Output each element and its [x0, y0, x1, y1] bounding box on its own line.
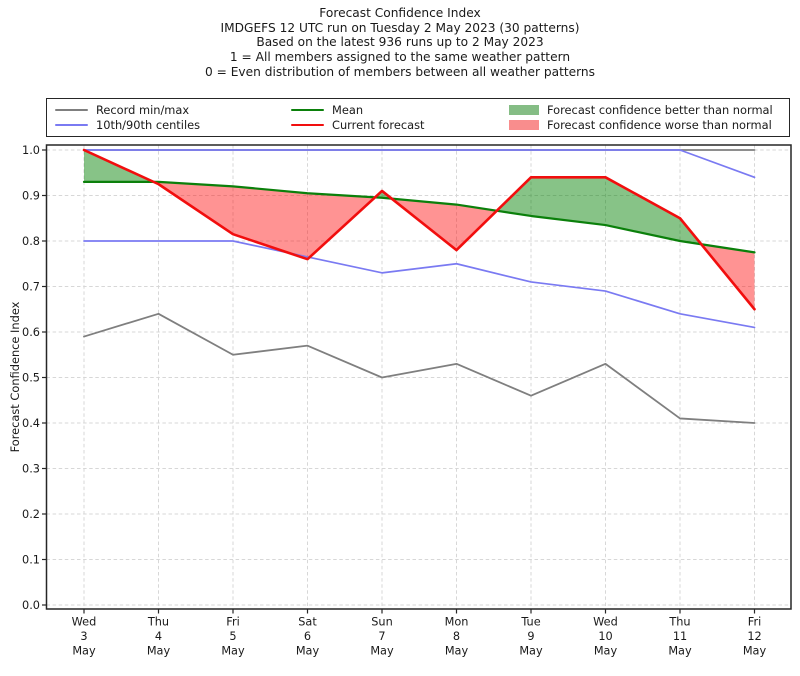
record-minmax-line-swatch [55, 108, 88, 112]
svg-text:0.9: 0.9 [22, 190, 40, 203]
svg-text:9: 9 [527, 630, 534, 643]
legend-column-3: Forecast confidence better than normal F… [509, 103, 773, 132]
svg-text:0.5: 0.5 [22, 372, 40, 385]
svg-text:0.7: 0.7 [22, 281, 40, 294]
legend-column-1: Record min/max 10th/90th centiles [55, 103, 200, 132]
centiles-line-swatch [55, 123, 88, 127]
chart-title: Forecast Confidence Index [319, 6, 481, 20]
svg-text:May: May [370, 645, 394, 658]
svg-text:Thu: Thu [668, 616, 690, 629]
svg-text:Wed: Wed [72, 616, 97, 629]
svg-text:0.4: 0.4 [22, 417, 40, 430]
legend-item-forecast: Current forecast [291, 118, 424, 132]
chart-note-zero: 0 = Even distribution of members between… [204, 64, 596, 79]
legend-label: Mean [332, 103, 364, 117]
better-fill-swatch [509, 105, 539, 115]
svg-text:4: 4 [155, 630, 162, 643]
svg-text:10: 10 [598, 630, 612, 643]
svg-text:May: May [72, 645, 96, 658]
axis-ticks [42, 149, 756, 614]
legend-item-mean: Mean [291, 103, 424, 117]
legend-label: Record min/max [96, 103, 190, 117]
svg-text:5: 5 [229, 630, 236, 643]
legend-label: Forecast confidence worse than normal [547, 118, 772, 132]
legend-item-better: Forecast confidence better than normal [509, 103, 773, 117]
legend-column-2: Mean Current forecast [291, 103, 424, 132]
svg-text:8: 8 [453, 630, 460, 643]
forecast-line [82, 148, 756, 311]
svg-text:Fri: Fri [226, 616, 239, 629]
svg-text:May: May [221, 645, 245, 658]
centile-90-line [83, 149, 756, 179]
svg-text:0.8: 0.8 [22, 235, 40, 248]
svg-text:0.0: 0.0 [22, 599, 40, 612]
svg-text:11: 11 [673, 630, 687, 643]
worse-fill-swatch [509, 120, 539, 130]
svg-text:1.0: 1.0 [22, 144, 40, 157]
svg-text:Fri: Fri [748, 616, 761, 629]
svg-text:Thu: Thu [147, 616, 169, 629]
chart-note-one: 1 = All members assigned to the same wea… [229, 50, 571, 65]
gridlines [46, 145, 791, 609]
chart-subtitle-basis: Based on the latest 936 runs up to 2 May… [256, 35, 544, 50]
svg-text:Tue: Tue [520, 616, 540, 629]
svg-text:May: May [668, 645, 692, 658]
x-tick-labels: Wed3MayThu4MayFri5MaySat6MaySun7MayMon8M… [72, 616, 767, 658]
svg-text:May: May [296, 645, 320, 658]
svg-text:Sat: Sat [298, 616, 317, 629]
series-lines [82, 148, 756, 424]
legend-label: 10th/90th centiles [96, 118, 201, 132]
y-tick-labels: 0.0 0.1 0.2 0.3 0.4 0.5 0.6 0.7 0.8 0.9 1.0 [22, 144, 40, 612]
svg-text:Wed: Wed [593, 616, 618, 629]
legend-item-record-minmax: Record min/max [55, 103, 200, 117]
legend-label: Current forecast [332, 118, 425, 132]
fill-better-than-normal [496, 177, 702, 245]
svg-text:3: 3 [80, 630, 87, 643]
svg-text:Mon: Mon [445, 616, 469, 629]
fill-worse-than-normal [153, 181, 376, 260]
fill-regions [84, 150, 755, 310]
svg-text:May: May [594, 645, 618, 658]
chart-subtitle-run: IMDGEFS 12 UTC run on Tuesday 2 May 2023… [220, 20, 580, 35]
svg-text:7: 7 [378, 630, 385, 643]
svg-text:May: May [445, 645, 469, 658]
legend-item-worse: Forecast confidence worse than normal [509, 118, 773, 132]
svg-text:0.2: 0.2 [22, 508, 40, 521]
chart-legend: Record min/max 10th/90th centiles Mean C… [46, 98, 790, 137]
centile-10-line [83, 240, 756, 329]
mean-line-swatch [291, 108, 324, 112]
svg-text:May: May [519, 645, 543, 658]
svg-text:0.3: 0.3 [22, 463, 40, 476]
svg-text:May: May [147, 645, 171, 658]
svg-text:6: 6 [304, 630, 311, 643]
record-min-line [83, 312, 756, 424]
forecast-line-swatch [291, 123, 324, 127]
legend-label: Forecast confidence better than normal [547, 103, 773, 117]
mean-line [82, 180, 756, 254]
svg-text:0.1: 0.1 [22, 554, 40, 567]
svg-text:0.6: 0.6 [22, 326, 40, 339]
fill-worse-than-normal [391, 198, 497, 251]
svg-text:May: May [743, 645, 767, 658]
legend-item-centiles: 10th/90th centiles [55, 118, 200, 132]
chart-header: Forecast Confidence Index IMDGEFS 12 UTC… [0, 6, 800, 80]
svg-text:12: 12 [747, 630, 761, 643]
svg-text:Sun: Sun [371, 616, 393, 629]
